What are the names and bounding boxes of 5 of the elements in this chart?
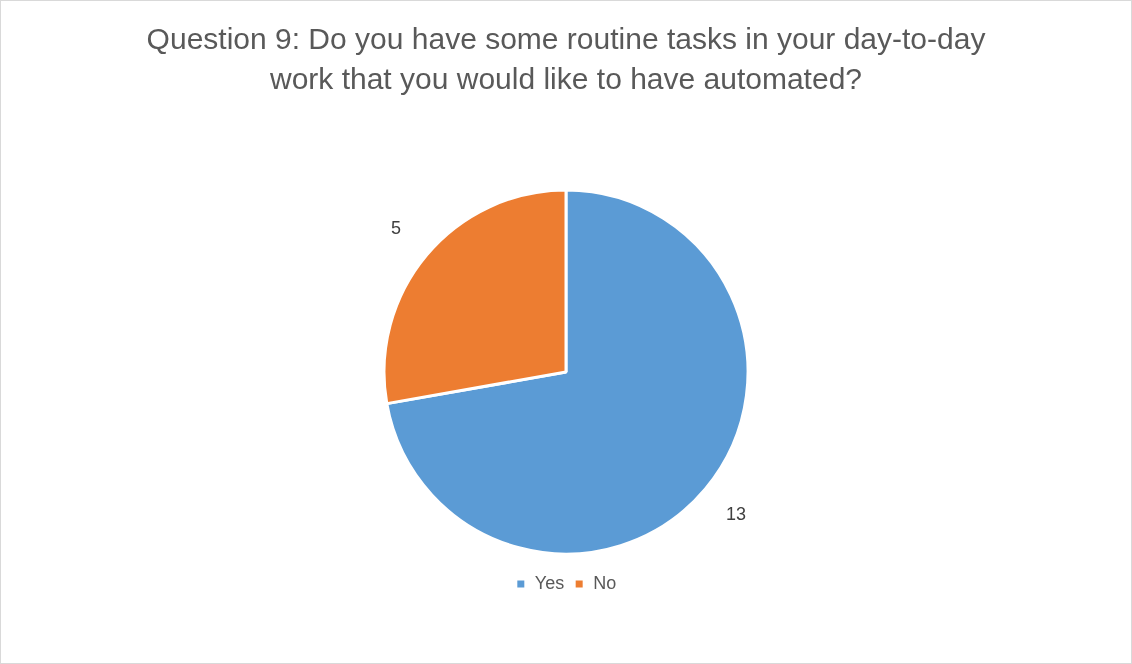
chart-title: Question 9: Do you have some routine tasks in your day-to-day work that you would like to have automated? bbox=[145, 21, 987, 97]
legend-label: Yes bbox=[534, 572, 565, 593]
data-label: 5 bbox=[390, 218, 401, 239]
legend-label: No bbox=[593, 572, 617, 593]
data-label: 13 bbox=[726, 503, 747, 524]
